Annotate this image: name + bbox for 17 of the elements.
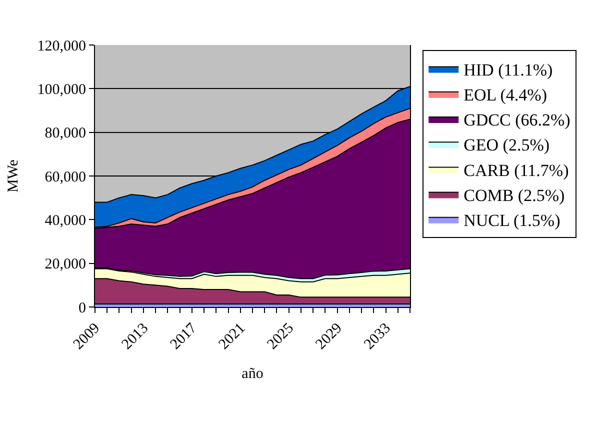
y-tick-label: 40,000	[44, 212, 86, 229]
legend-label: GDCC (66.2%)	[464, 110, 570, 130]
legend-label: CARB (11.7%)	[464, 160, 569, 180]
x-tick-label: 2021	[216, 320, 249, 353]
y-axis-title: MWe	[6, 159, 22, 192]
legend-label: EOL (4.4%)	[464, 86, 548, 105]
legend-label: COMB (2.5%)	[464, 186, 565, 205]
y-tick-label: 0	[78, 300, 86, 316]
y-tick-label: 60,000	[44, 169, 86, 186]
y-tick-label: 120,000	[37, 38, 86, 54]
y-tick-label: 100,000	[37, 82, 86, 98]
x-axis-title: año	[242, 366, 264, 382]
legend-label: GEO (2.5%)	[464, 136, 550, 155]
y-tick-label: 80,000	[44, 126, 86, 142]
y-tick-label: 20,000	[44, 256, 86, 273]
legend-label: HID (11.1%)	[464, 60, 553, 80]
legend-label: NUCL (1.5%)	[464, 211, 560, 230]
